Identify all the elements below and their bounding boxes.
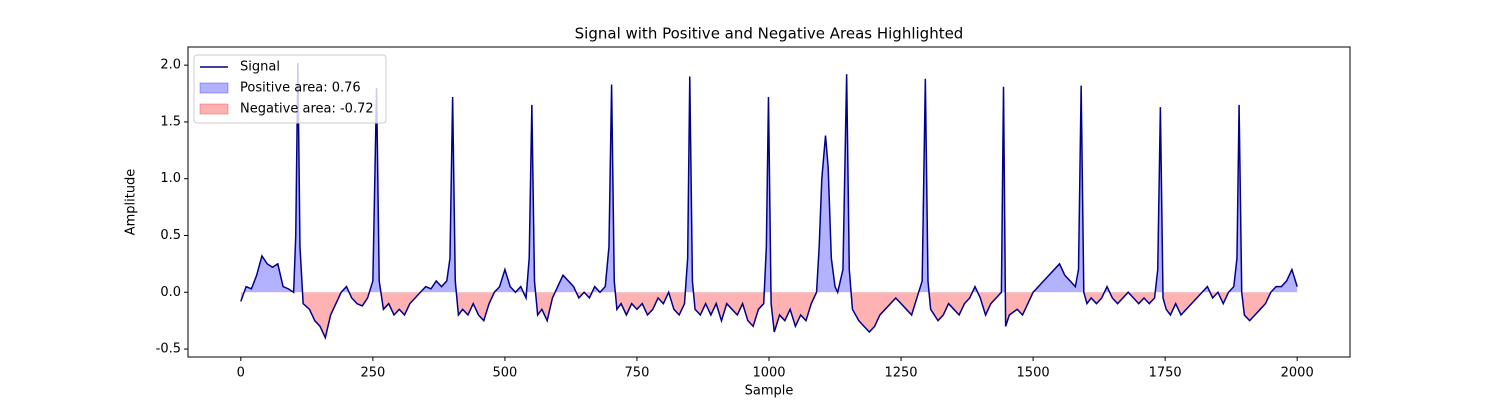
- y-tick-label: 0.0: [160, 285, 181, 300]
- legend-label: Signal: [240, 60, 280, 75]
- x-tick-label: 250: [360, 366, 385, 381]
- x-tick-label: 1500: [1017, 366, 1050, 381]
- legend-swatch: [199, 82, 229, 94]
- x-tick-label: 0: [237, 366, 245, 381]
- legend-label: Positive area: 0.76: [240, 81, 361, 96]
- x-axis-label: Sample: [745, 384, 794, 399]
- x-tick-label: 500: [492, 366, 517, 381]
- y-tick-label: 1.5: [160, 114, 181, 129]
- negative-area: [240, 292, 1298, 338]
- x-tick-label: 1750: [1149, 366, 1182, 381]
- y-tick-label: 2.0: [160, 58, 181, 73]
- x-tick-label: 1000: [752, 366, 785, 381]
- x-tick-label: 1250: [884, 366, 917, 381]
- y-tick-label: -0.5: [156, 342, 181, 357]
- y-axis-label: Amplitude: [124, 169, 139, 236]
- legend-swatch: [199, 103, 229, 115]
- x-tick-label: 750: [625, 366, 650, 381]
- legend-box: [193, 54, 387, 124]
- y-tick-label: 0.5: [160, 228, 181, 243]
- chart-title: Signal with Positive and Negative Areas …: [575, 25, 964, 43]
- x-tick-label: 2000: [1281, 366, 1314, 381]
- signal-line: [240, 62, 1298, 340]
- legend-label: Negative area: -0.72: [240, 102, 374, 117]
- y-tick-label: 1.0: [160, 171, 181, 186]
